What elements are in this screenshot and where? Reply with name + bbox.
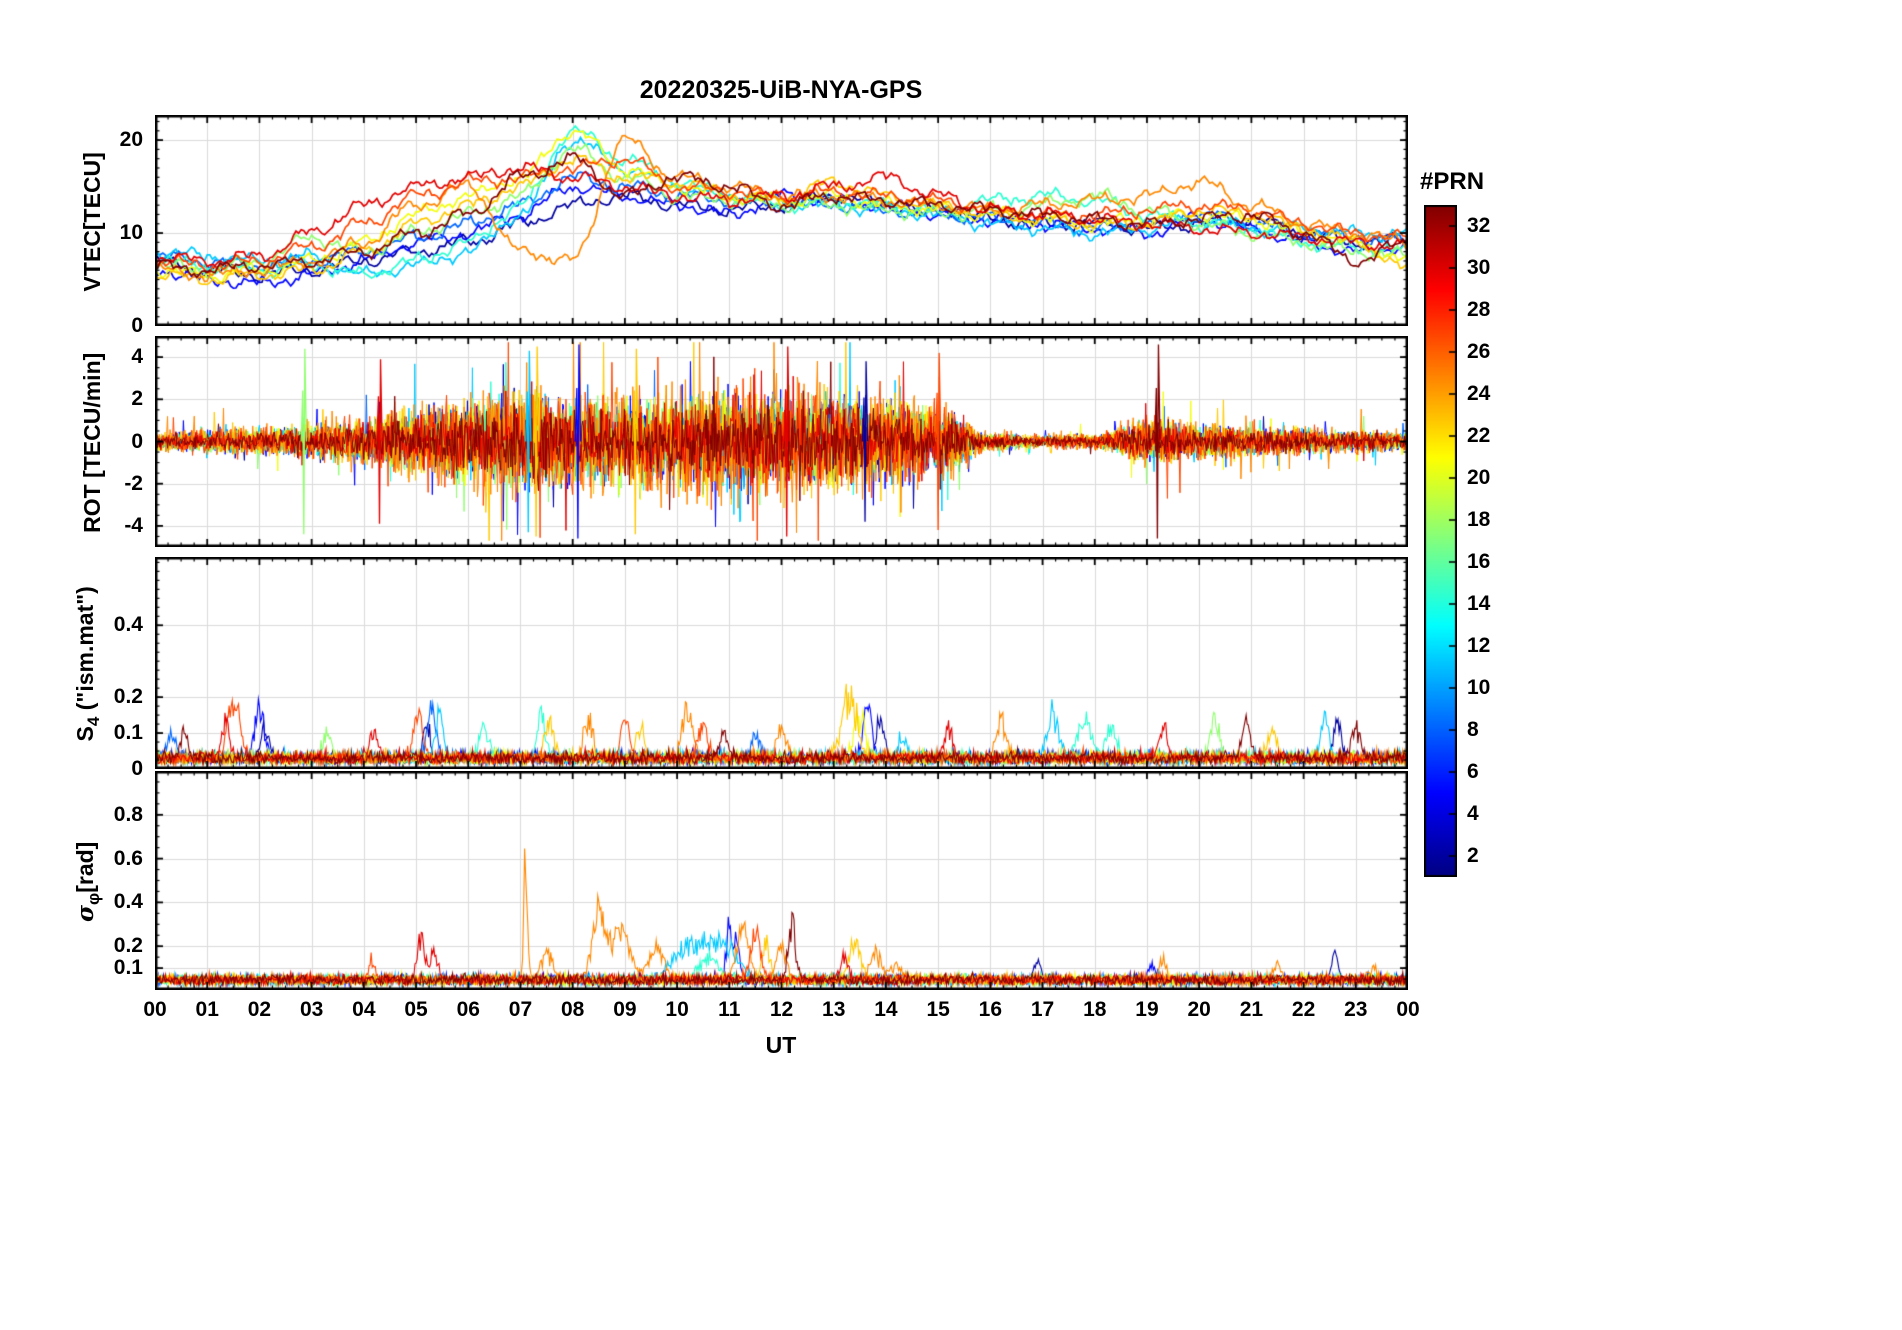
x-tick-label: 06	[456, 998, 480, 1021]
y-tick-label: 0.6	[113, 846, 143, 870]
y-tick-label: 0.2	[113, 685, 143, 709]
y-tick-label: 0.8	[113, 802, 143, 826]
colorbar-tick-label: 24	[1467, 382, 1491, 405]
x-tick-label: 21	[1239, 998, 1264, 1021]
y-tick-label: 0.2	[113, 934, 143, 958]
x-tick-label: 14	[874, 998, 898, 1021]
colorbar-tick-label: 26	[1467, 340, 1491, 363]
y-tick-label: -4	[124, 513, 143, 537]
colorbar-tick-label: 8	[1467, 718, 1479, 741]
x-tick-label: 22	[1291, 998, 1316, 1021]
colorbar-gradient	[1424, 205, 1457, 877]
panel-rot	[155, 336, 1408, 547]
x-tick-label: 23	[1344, 998, 1368, 1021]
y-tick-label: 0	[131, 429, 143, 453]
sigma-phi-plot-canvas	[155, 771, 1408, 990]
x-tick-label: 00	[143, 998, 167, 1021]
colorbar-tick-label: 16	[1467, 550, 1491, 573]
colorbar-tick-label: 14	[1467, 592, 1491, 615]
y-tick-label: 0	[131, 757, 143, 780]
y-tick-label: -2	[124, 471, 143, 495]
x-tick-label: 15	[926, 998, 950, 1021]
x-tick-label: 17	[1030, 998, 1055, 1021]
colorbar-tick-label: 30	[1467, 256, 1491, 279]
x-tick-label: 05	[404, 998, 428, 1021]
x-tick-label: 11	[718, 998, 741, 1021]
chart-title: 20220325-UiB-NYA-GPS	[639, 76, 923, 104]
x-tick-label: 10	[665, 998, 689, 1021]
panel-s4	[155, 557, 1408, 769]
x-tick-label: 18	[1083, 998, 1107, 1021]
colorbar-tick-label: 20	[1467, 466, 1491, 489]
colorbar-tick-label: 18	[1467, 508, 1491, 531]
y-tick-label: 10	[119, 221, 143, 245]
x-tick-label: 09	[613, 998, 637, 1021]
colorbar-tick-label: 32	[1467, 214, 1491, 237]
y-tick-label: 0	[131, 314, 143, 337]
y-tick-label: 20	[119, 128, 143, 152]
colorbar-tick-label: 4	[1467, 802, 1479, 825]
y-tick-label: 0.1	[113, 721, 143, 745]
colorbar-tick-label: 12	[1467, 634, 1491, 657]
vtec-plot-canvas	[155, 115, 1408, 326]
colorbar	[1424, 205, 1457, 882]
x-tick-label: 02	[247, 998, 272, 1021]
x-tick-label: 20	[1187, 998, 1211, 1021]
rot-plot-canvas	[155, 336, 1408, 547]
colorbar-tick-label: 2	[1467, 844, 1479, 867]
x-tick-label: 16	[978, 998, 1003, 1021]
x-tick-label: 13	[822, 998, 846, 1021]
colorbar-tick-label: 10	[1467, 676, 1491, 699]
y-tick-label: 0.1	[113, 956, 143, 980]
colorbar-title: #PRN	[1420, 168, 1485, 195]
x-tick-label: 08	[560, 998, 585, 1021]
x-tick-label: 04	[352, 998, 376, 1021]
colorbar-tick-label: 22	[1467, 424, 1491, 447]
y-tick-label: 0.4	[113, 613, 143, 637]
panel-sigma-phi	[155, 771, 1408, 990]
s4-plot-canvas	[155, 557, 1408, 769]
x-tick-label: 07	[508, 998, 533, 1021]
x-tick-label: 19	[1135, 998, 1159, 1021]
y-tick-label: 2	[131, 387, 143, 411]
colorbar-tick-label: 6	[1467, 760, 1479, 783]
x-tick-label: 00	[1396, 998, 1420, 1021]
x-tick-label: 01	[195, 998, 219, 1021]
y-tick-label: 4	[131, 345, 143, 369]
colorbar-tick-label: 28	[1467, 298, 1491, 321]
x-tick-label: 12	[769, 998, 794, 1021]
x-tick-label: 03	[299, 998, 324, 1021]
panel-vtec	[155, 115, 1408, 326]
y-tick-label: 0.4	[113, 890, 143, 914]
x-axis-label: UT	[765, 1032, 797, 1058]
